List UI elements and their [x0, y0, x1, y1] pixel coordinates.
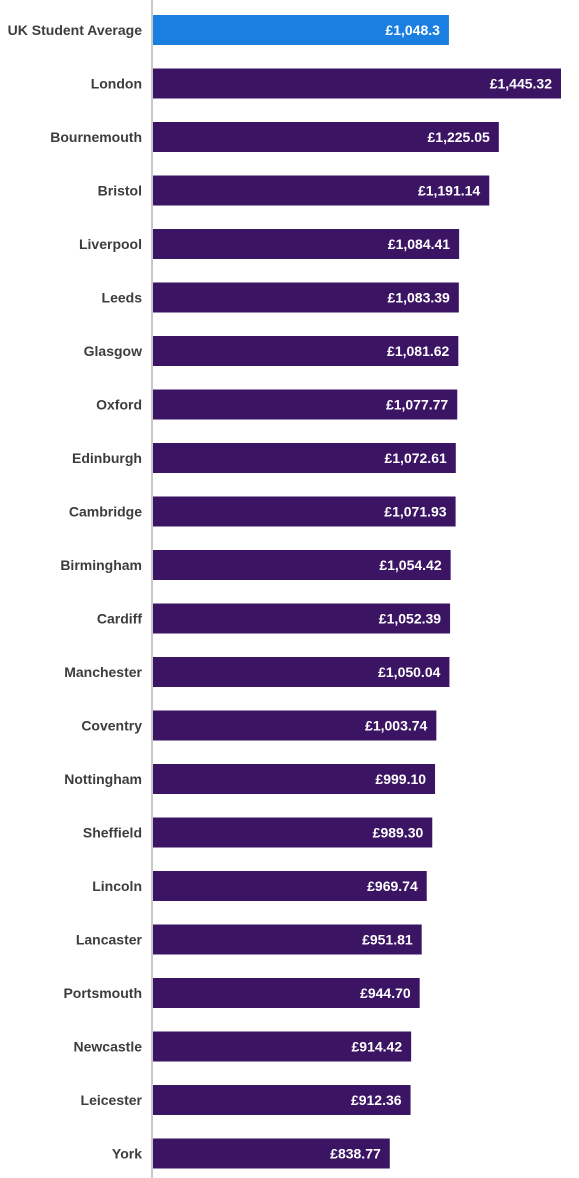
category-label: Liverpool — [79, 236, 142, 252]
bar — [153, 1031, 412, 1062]
bar-group: Lincoln £969.74 — [92, 871, 427, 901]
bar-group: UK Student Average £1,048.3 — [8, 15, 449, 45]
bar — [153, 871, 427, 901]
value-label: £914.42 — [352, 1039, 403, 1055]
bars-layer: UK Student Average £1,048.3 London £1,445.3… — [8, 15, 561, 1169]
bar-group: Newcastle £914.42 — [74, 1031, 412, 1062]
value-label: £1,050.04 — [378, 664, 440, 680]
bar — [153, 443, 456, 473]
value-label: £1,077.77 — [386, 397, 448, 413]
category-label: Newcastle — [74, 1039, 143, 1055]
value-label: £1,052.39 — [379, 611, 441, 627]
category-label: York — [112, 1146, 142, 1162]
bar — [153, 389, 458, 420]
category-label: Sheffield — [83, 825, 142, 841]
bar-group: Manchester £1,050.04 — [64, 657, 450, 687]
bar-group: Cambridge £1,071.93 — [69, 496, 456, 527]
category-label: Manchester — [64, 664, 142, 680]
bar — [153, 1138, 390, 1169]
category-label: Leeds — [102, 290, 143, 306]
bar — [153, 978, 420, 1008]
category-label: Glasgow — [84, 343, 142, 359]
bar-group: Bristol £1,191.14 — [98, 175, 490, 206]
value-label: £951.81 — [362, 932, 413, 948]
value-label: £838.77 — [330, 1146, 381, 1162]
bar-group: Nottingham £999.10 — [64, 764, 436, 794]
value-label: £1,003.74 — [365, 718, 427, 734]
bar-group: Lancaster £951.81 — [76, 924, 422, 955]
bar-group: London £1,445.32 — [91, 68, 561, 99]
category-label: Cambridge — [69, 504, 142, 520]
bar-group: Birmingham £1,054.42 — [60, 550, 451, 580]
value-label: £1,225.05 — [428, 129, 490, 145]
bar — [153, 68, 561, 99]
bar-group: Portsmouth £944.70 — [63, 978, 420, 1008]
bar — [153, 336, 459, 366]
bar-group: Oxford £1,077.77 — [96, 389, 458, 420]
bar-group: Bournemouth £1,225.05 — [50, 122, 499, 152]
category-label: Nottingham — [64, 771, 142, 787]
bar — [153, 496, 456, 527]
bar-group: York £838.77 — [112, 1138, 390, 1169]
value-label: £1,084.41 — [388, 236, 450, 252]
bar — [153, 550, 451, 580]
value-label: £1,054.42 — [379, 557, 441, 573]
category-label: Lincoln — [92, 878, 142, 894]
category-label: Bournemouth — [50, 129, 142, 145]
bar — [153, 603, 451, 634]
category-label: London — [91, 76, 142, 92]
bar — [153, 710, 437, 741]
value-label: £969.74 — [367, 878, 418, 894]
category-label: Portsmouth — [63, 985, 142, 1001]
value-label: £1,083.39 — [388, 290, 450, 306]
value-label: £944.70 — [360, 985, 411, 1001]
bar — [153, 817, 433, 848]
bar — [153, 175, 490, 206]
bar-group: Glasgow £1,081.62 — [84, 336, 459, 366]
category-label: Edinburgh — [72, 450, 142, 466]
category-label: Oxford — [96, 397, 142, 413]
value-label: £1,071.93 — [384, 504, 446, 520]
bar-group: Edinburgh £1,072.61 — [72, 443, 456, 473]
bar — [153, 657, 450, 687]
category-label: Coventry — [81, 718, 142, 734]
bar — [153, 1085, 411, 1115]
bar — [153, 229, 460, 259]
value-label: £912.36 — [351, 1092, 402, 1108]
bar-group: Sheffield £989.30 — [83, 817, 433, 848]
bar — [153, 282, 459, 313]
bar-group: Leicester £912.36 — [81, 1085, 411, 1115]
category-label: Leicester — [81, 1092, 143, 1108]
category-label: Bristol — [98, 183, 142, 199]
bar-group: Cardiff £1,052.39 — [97, 603, 451, 634]
bar-group: Coventry £1,003.74 — [81, 710, 437, 741]
value-label: £1,081.62 — [387, 343, 449, 359]
bar-group: Leeds £1,083.39 — [102, 282, 459, 313]
value-label: £1,445.32 — [490, 76, 552, 92]
category-label: Lancaster — [76, 932, 143, 948]
value-label: £1,191.14 — [418, 183, 480, 199]
bar — [153, 924, 422, 955]
bar — [153, 764, 436, 794]
value-label: £1,072.61 — [384, 450, 446, 466]
value-label: £999.10 — [375, 771, 426, 787]
value-label: £1,048.3 — [385, 22, 440, 38]
category-label: UK Student Average — [8, 22, 143, 38]
bar-highlight — [153, 15, 449, 45]
bar-group: Liverpool £1,084.41 — [79, 229, 460, 259]
category-label: Cardiff — [97, 611, 142, 627]
bar — [153, 122, 499, 152]
category-label: Birmingham — [60, 557, 142, 573]
value-label: £989.30 — [373, 825, 424, 841]
